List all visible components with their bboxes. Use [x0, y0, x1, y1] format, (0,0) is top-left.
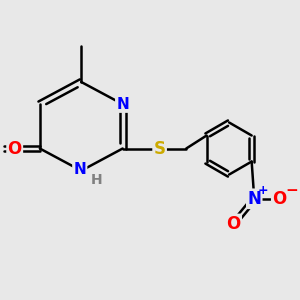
Text: H: H — [91, 172, 102, 187]
Text: O: O — [226, 215, 241, 233]
Text: S: S — [154, 140, 166, 158]
Text: N: N — [74, 162, 86, 177]
Text: N: N — [247, 190, 261, 208]
Text: −: − — [285, 183, 298, 198]
Text: O: O — [8, 140, 22, 158]
Text: O: O — [272, 190, 286, 208]
Text: N: N — [116, 97, 129, 112]
Text: +: + — [257, 184, 268, 197]
